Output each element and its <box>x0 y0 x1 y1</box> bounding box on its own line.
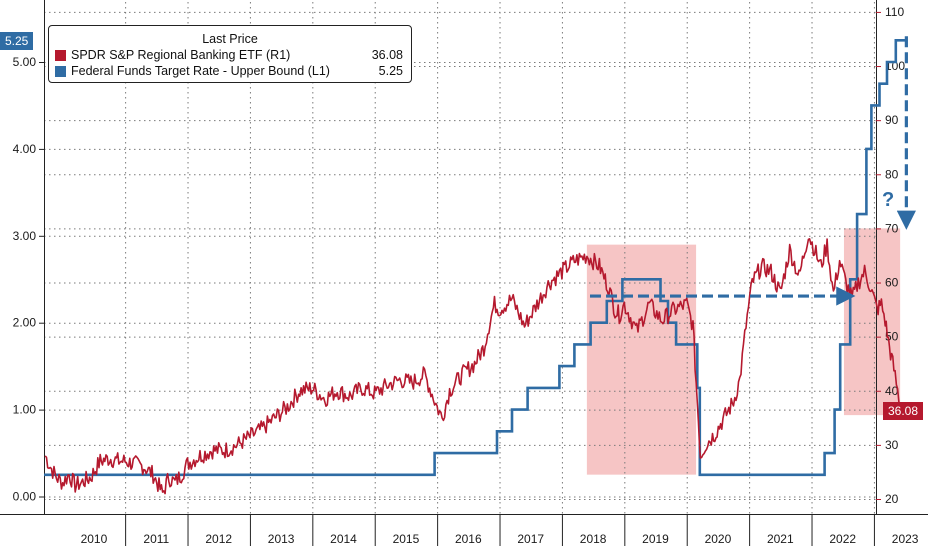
right-tick-label-4: 60 <box>885 276 899 290</box>
fed-funds-rate-line <box>44 39 906 477</box>
left-tick-label-4: 4.00 <box>13 142 37 156</box>
x-tick-label-2022: 2022 <box>829 532 856 546</box>
x-tick-label-2017: 2017 <box>517 532 544 546</box>
left-axis-last-value-badge: 5.25 <box>0 32 34 50</box>
x-tick-label-2015: 2015 <box>393 532 420 546</box>
chart-legend: Last Price SPDR S&P Regional Banking ETF… <box>48 25 412 83</box>
left-tick-label-1: 1.00 <box>13 403 37 417</box>
right-axis-last-value-badge: 36.08 <box>883 402 924 420</box>
series-lines <box>44 39 906 495</box>
right-tick-label-1: 30 <box>885 438 899 452</box>
legend-value-fed-funds: 5.25 <box>378 64 403 78</box>
legend-value-banking-etf: 36.08 <box>371 48 403 62</box>
x-tick-label-2012: 2012 <box>205 532 232 546</box>
highlight-region-2 <box>843 228 901 416</box>
legend-swatch-banking-etf <box>55 49 66 61</box>
right-tick-label-2: 40 <box>885 384 899 398</box>
annotation-arrows <box>590 36 916 306</box>
x-tick-label-2019: 2019 <box>642 532 669 546</box>
right-tick-label-5: 70 <box>885 221 899 235</box>
question-mark-annotation: ? <box>882 189 894 211</box>
legend-item-fed-funds: Federal Funds Target Rate - Upper Bound … <box>55 63 403 79</box>
gridlines <box>44 2 876 514</box>
left-tick-label-0: 0.00 <box>13 490 37 504</box>
right-tick-label-9: 110 <box>885 5 904 19</box>
left-tick-label-3: 3.00 <box>13 229 37 243</box>
right-tick-label-7: 90 <box>885 113 899 127</box>
legend-title: Last Price <box>202 32 258 46</box>
x-tick-label-2011: 2011 <box>143 532 169 546</box>
x-tick-label-2016: 2016 <box>455 532 482 546</box>
x-tick-label-2013: 2013 <box>268 532 295 546</box>
highlight-regions <box>586 228 901 475</box>
legend-label-fed-funds: Federal Funds Target Rate - Upper Bound … <box>71 64 330 78</box>
x-tick-label-2018: 2018 <box>580 532 607 546</box>
legend-swatch-fed-funds <box>55 65 66 77</box>
left-tick-label-5: 5.00 <box>13 55 37 69</box>
x-tick-label-2020: 2020 <box>705 532 732 546</box>
x-tick-label-2010: 2010 <box>81 532 108 546</box>
x-tick-label-2023: 2023 <box>892 532 919 546</box>
legend-label-banking-etf: SPDR S&P Regional Banking ETF (R1) <box>71 48 291 62</box>
x-tick-label-2014: 2014 <box>330 532 357 546</box>
legend-item-banking-etf: SPDR S&P Regional Banking ETF (R1) 36.08 <box>55 47 403 63</box>
x-tick-label-2021: 2021 <box>767 532 794 546</box>
right-tick-label-6: 80 <box>885 167 899 181</box>
right-tick-label-0: 20 <box>885 492 899 506</box>
left-tick-label-2: 2.00 <box>13 316 37 330</box>
regional-banking-etf-line <box>44 238 903 495</box>
